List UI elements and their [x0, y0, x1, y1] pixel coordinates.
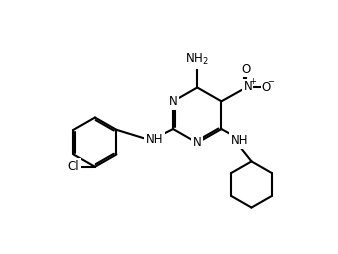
- Text: Cl: Cl: [68, 160, 79, 173]
- Text: O: O: [242, 63, 251, 76]
- Text: −: −: [267, 77, 274, 86]
- Text: N: N: [169, 95, 177, 108]
- Text: N: N: [243, 80, 252, 93]
- Text: +: +: [249, 77, 256, 86]
- Text: NH$_2$: NH$_2$: [185, 52, 209, 67]
- Text: O: O: [262, 81, 271, 94]
- Text: NH: NH: [146, 133, 163, 146]
- Text: N: N: [193, 136, 202, 149]
- Text: NH: NH: [231, 134, 248, 147]
